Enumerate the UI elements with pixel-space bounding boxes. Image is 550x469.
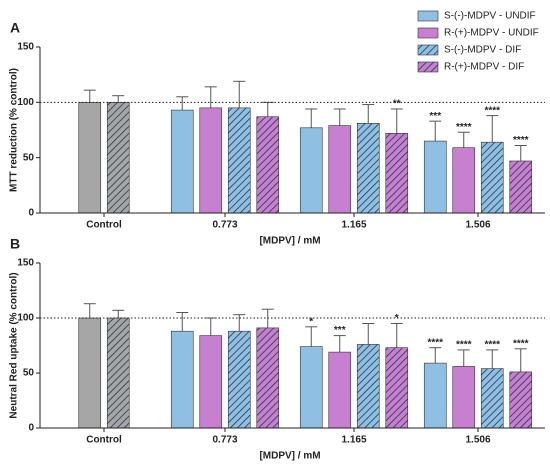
legend-label: R-(+)-MDPV - DIF (444, 62, 524, 73)
significance: **** (484, 105, 500, 116)
bar (199, 107, 223, 214)
bar (78, 102, 102, 214)
panel-label: A (10, 20, 20, 36)
x-tick-label: 1.506 (465, 220, 490, 231)
significance: **** (427, 337, 443, 348)
legend-swatch (417, 61, 439, 73)
y-axis-label: Neutral Red uptake (% control) (9, 272, 20, 418)
x-tick-label: Control (86, 435, 122, 446)
legend-label: S-(-)-MDPV - DIF (444, 45, 521, 56)
bar (256, 327, 280, 429)
x-tick-label: Control (86, 220, 122, 231)
bar (452, 366, 476, 429)
y-tick-label: 0 (28, 423, 34, 434)
bar (106, 102, 130, 214)
legend-label: R-(+)-MDPV - UNDIF (444, 28, 539, 39)
y-tick-label: 0 (28, 208, 34, 219)
y-tick-label: 100 (17, 97, 34, 108)
bar (256, 116, 280, 214)
bar (299, 127, 323, 214)
bar (385, 347, 409, 429)
bar (328, 351, 352, 429)
significance: ** (393, 99, 401, 110)
significance: **** (456, 340, 472, 351)
x-tick-label: 0.773 (212, 435, 237, 446)
bar (356, 344, 380, 429)
significance: * (309, 316, 313, 327)
legend-swatch (417, 44, 439, 56)
bar (106, 317, 130, 429)
significance: **** (513, 135, 529, 146)
bar (356, 123, 380, 214)
x-tick-label: 1.165 (341, 220, 366, 231)
x-tick-label: 0.773 (212, 220, 237, 231)
x-axis-label: [MDPV] / mM (259, 236, 320, 247)
bar (509, 160, 533, 214)
y-tick-label: 50 (23, 152, 35, 163)
bar (170, 109, 194, 214)
bar (452, 147, 476, 214)
y-tick-label: 150 (17, 258, 34, 269)
x-axis-label: [MDPV] / mM (259, 451, 320, 462)
y-axis-label: MTT reduction (% control) (9, 68, 20, 192)
significance: *** (429, 111, 441, 122)
bar (423, 362, 447, 429)
significance: **** (513, 338, 529, 349)
bar (78, 317, 102, 429)
legend-label: S-(-)-MDPV - UNDIF (444, 11, 536, 22)
bar (509, 371, 533, 429)
bar (480, 368, 504, 429)
significance: **** (484, 340, 500, 351)
bar (299, 346, 323, 429)
significance: *** (334, 325, 346, 336)
bar (227, 330, 251, 429)
x-tick-label: 1.165 (341, 435, 366, 446)
bar (480, 141, 504, 214)
significance: * (395, 313, 399, 324)
x-tick-label: 1.506 (465, 435, 490, 446)
legend-swatch (417, 10, 439, 22)
bar (199, 335, 223, 429)
bar (328, 125, 352, 214)
bar (385, 133, 409, 214)
bar (423, 140, 447, 214)
bar (170, 330, 194, 429)
y-tick-label: 100 (17, 313, 34, 324)
legend-swatch (417, 27, 439, 39)
panel-label: B (10, 236, 20, 252)
y-tick-label: 150 (17, 42, 34, 53)
y-tick-label: 50 (23, 368, 35, 379)
bar (227, 107, 251, 214)
significance: **** (456, 122, 472, 133)
